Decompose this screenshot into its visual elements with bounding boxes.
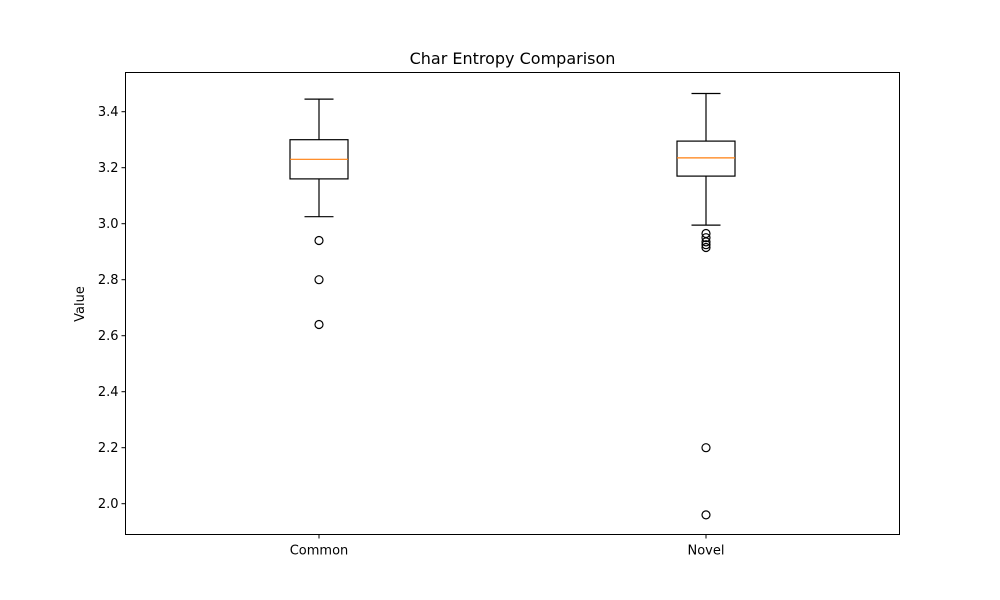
chart-title: Char Entropy Comparison	[410, 49, 616, 68]
outlier-point	[701, 237, 711, 247]
box-iqr	[676, 140, 736, 177]
outlier-point	[701, 242, 711, 253]
plot-area-frame	[125, 72, 900, 535]
y-tick-label: 2.2	[98, 441, 119, 456]
outlier-point	[314, 235, 324, 246]
y-tick-label: 3.2	[98, 161, 119, 176]
outlier-point	[701, 443, 711, 453]
outlier-point	[701, 233, 711, 243]
x-tick-label: Common	[290, 544, 349, 559]
outlier-point	[701, 240, 711, 250]
outlier-point	[314, 275, 324, 285]
outlier-point	[314, 319, 324, 330]
y-tick-label: 3.0	[98, 217, 119, 232]
y-tick-label: 3.4	[98, 105, 119, 120]
y-tick-label: 2.8	[98, 273, 119, 288]
y-tick-label: 2.6	[98, 329, 119, 344]
chart-marks: 2.0 2.2 2.4 2.6 2.8 3.0 3.2 3.4 Common Novel	[98, 92, 736, 559]
y-axis-label: Value	[73, 286, 88, 322]
y-tick-label: 2.0	[98, 497, 119, 512]
y-tick-label: 2.4	[98, 385, 119, 400]
x-tick-label: Novel	[688, 544, 725, 559]
outlier-point	[701, 510, 711, 520]
